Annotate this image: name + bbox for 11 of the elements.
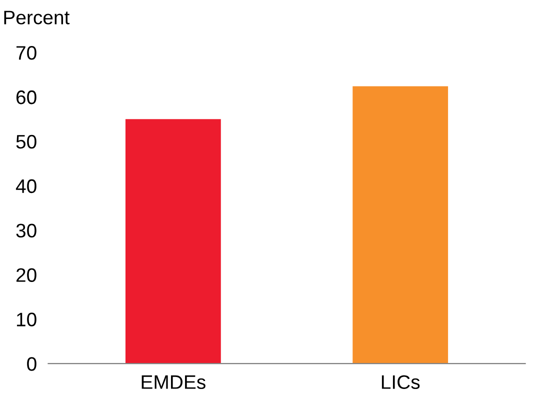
- x-tick-label: EMDEs: [142, 375, 206, 389]
- y-tick-label: 30: [16, 224, 36, 238]
- y-tick-label: 10: [16, 312, 36, 326]
- y-tick-label: 60: [16, 90, 36, 104]
- y-tick-label: 0: [27, 357, 36, 371]
- x-tick-label: LICs: [382, 375, 420, 389]
- y-axis-title: Percent: [4, 10, 70, 24]
- y-tick-label: 20: [16, 268, 36, 282]
- y-tick-label: 50: [16, 134, 36, 149]
- y-tick-label: 70: [16, 46, 36, 60]
- y-tick-label: 40: [16, 179, 36, 194]
